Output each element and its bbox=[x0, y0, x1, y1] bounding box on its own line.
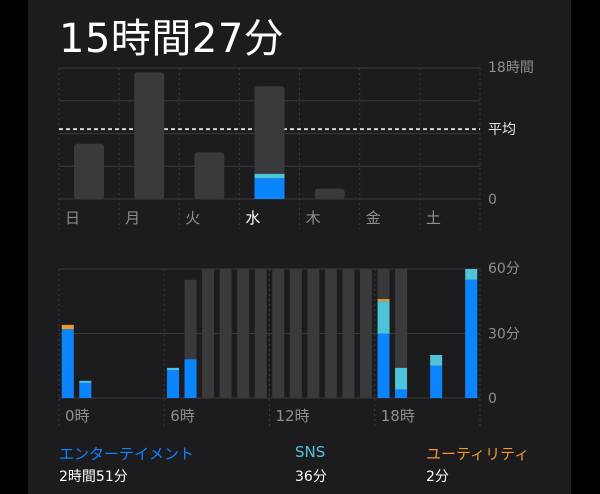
hourly-x-tick-12: 12時 bbox=[276, 407, 310, 425]
weekly-day-label-月: 月 bbox=[125, 209, 140, 227]
hourly-bar-10 bbox=[237, 269, 250, 398]
legend-entertainment-label: エンターテイメント bbox=[59, 445, 195, 463]
weekly-bar-月 bbox=[134, 72, 165, 199]
weekly-day-label-水: 水 bbox=[245, 209, 260, 227]
hourly-bar-14 bbox=[307, 269, 320, 398]
hourly-y-tick-zero: 0 bbox=[488, 391, 497, 407]
hourly-bar-sns-6 bbox=[167, 367, 180, 371]
hourly-bar-sns-18 bbox=[377, 301, 390, 334]
hourly-x-tick-18: 18時 bbox=[381, 407, 415, 425]
legend-sns-value: 36分 bbox=[295, 469, 327, 485]
hourly-x-tick-6: 6時 bbox=[170, 407, 195, 425]
weekly-bar-日 bbox=[74, 143, 105, 199]
hourly-bar-11 bbox=[254, 269, 267, 398]
weekly-bar-entertainment-水 bbox=[254, 178, 285, 199]
weekly-day-label-火: 火 bbox=[185, 209, 200, 227]
total-screen-time: 15時間27分 bbox=[59, 16, 285, 62]
weekly-bar-水 bbox=[254, 86, 285, 199]
weekly-bar-木 bbox=[314, 188, 345, 199]
weekly-bar-火 bbox=[194, 152, 225, 199]
hourly-bar-entertainment-19 bbox=[395, 389, 408, 398]
hourly-bar-sns-19 bbox=[395, 367, 408, 390]
hourly-bar-entertainment-7 bbox=[184, 359, 197, 398]
hourly-bar-sns-21 bbox=[430, 355, 443, 366]
screen-time-card bbox=[28, 0, 571, 494]
hourly-bar-utility-0 bbox=[61, 324, 74, 330]
hourly-bar-17 bbox=[359, 269, 372, 398]
hourly-bar-16 bbox=[342, 269, 355, 398]
weekly-day-label-土: 土 bbox=[426, 209, 441, 227]
hourly-bar-15 bbox=[324, 269, 337, 398]
weekly-average-label: 平均 bbox=[488, 122, 516, 138]
hourly-y-tick-60: 60分 bbox=[488, 261, 520, 277]
legend-entertainment-value: 2時間51分 bbox=[59, 469, 128, 485]
legend-utility-value: 2分 bbox=[426, 469, 449, 485]
hourly-bar-13 bbox=[289, 269, 302, 398]
hourly-x-tick-0: 0時 bbox=[65, 407, 90, 425]
hourly-bar-entertainment-1 bbox=[79, 382, 92, 398]
hourly-bar-sns-23 bbox=[465, 269, 478, 280]
hourly-bar-9 bbox=[219, 269, 232, 398]
weekly-y-tick-zero: 0 bbox=[488, 192, 497, 208]
hourly-bar-19 bbox=[395, 269, 408, 398]
hourly-bar-entertainment-6 bbox=[167, 370, 180, 398]
legend-utility-label: ユーティリティ bbox=[426, 445, 530, 463]
weekly-day-label-日: 日 bbox=[65, 209, 80, 227]
weekly-y-tick-max: 18時間 bbox=[488, 60, 534, 76]
weekly-day-label-木: 木 bbox=[306, 209, 321, 227]
hourly-bar-entertainment-23 bbox=[465, 279, 478, 398]
hourly-bar-12 bbox=[272, 269, 285, 398]
hourly-y-tick-30: 30分 bbox=[488, 327, 520, 343]
legend-sns-label: SNS bbox=[295, 443, 326, 461]
hourly-bar-utility-18 bbox=[377, 299, 390, 302]
hourly-bar-entertainment-0 bbox=[61, 329, 74, 398]
hourly-bar-entertainment-18 bbox=[377, 333, 390, 398]
weekly-day-label-金: 金 bbox=[366, 209, 381, 227]
hourly-bar-entertainment-21 bbox=[430, 365, 443, 398]
hourly-bar-sns-1 bbox=[79, 380, 92, 383]
hourly-bar-8 bbox=[202, 269, 215, 398]
weekly-bar-sns-水 bbox=[254, 173, 285, 179]
